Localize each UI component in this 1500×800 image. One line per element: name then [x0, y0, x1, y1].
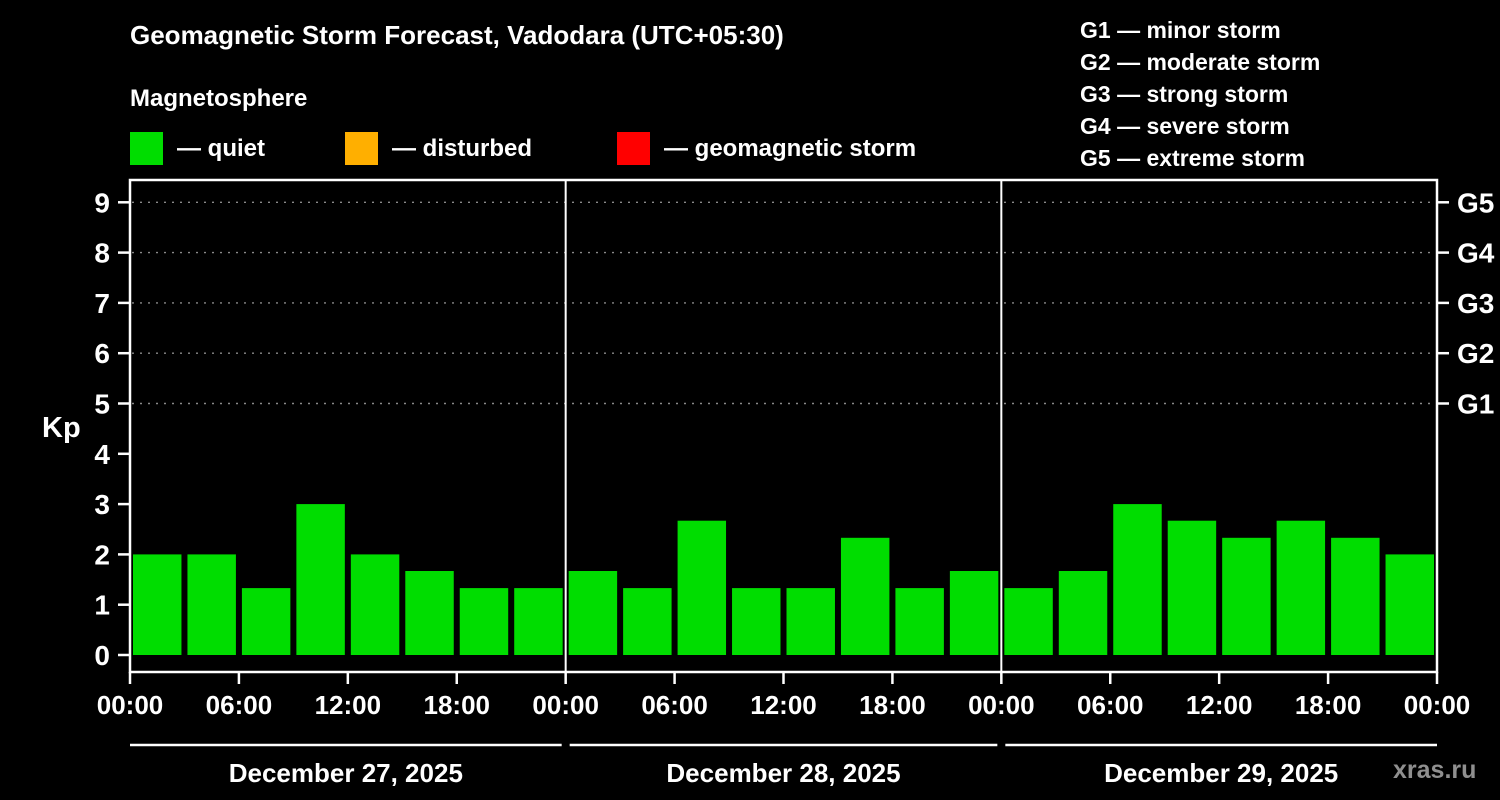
kp-bar — [786, 588, 835, 655]
y-tick-label: 6 — [94, 338, 110, 369]
y-tick-label: 7 — [94, 288, 110, 319]
x-tick-label: 12:00 — [1186, 690, 1253, 720]
date-label: December 29, 2025 — [1104, 758, 1338, 788]
g-scale-legend: G1 — minor storm G2 — moderate storm G3 … — [1080, 14, 1320, 174]
x-tick-label: 06:00 — [641, 690, 708, 720]
x-tick-label: 18:00 — [424, 690, 491, 720]
g3-legend-line: G3 — strong storm — [1080, 81, 1289, 107]
kp-bar — [895, 588, 944, 655]
kp-bar — [514, 588, 563, 655]
legend-item-quiet: — quiet — [130, 132, 265, 165]
x-tick-label: 18:00 — [1295, 690, 1362, 720]
g5-legend-line: G5 — extreme storm — [1080, 145, 1305, 171]
x-tick-label: 06:00 — [206, 690, 273, 720]
g-axis-label: G2 — [1457, 338, 1494, 369]
kp-bar — [1058, 570, 1108, 655]
g-axis-label: G5 — [1457, 187, 1494, 218]
kp-bar — [350, 554, 400, 655]
x-tick-label: 12:00 — [315, 690, 382, 720]
g2-legend-line: G2 — moderate storm — [1080, 49, 1321, 75]
kp-bar — [296, 504, 345, 655]
y-tick-label: 0 — [94, 640, 110, 671]
g-axis-label: G4 — [1457, 238, 1495, 269]
kp-bar — [187, 554, 236, 655]
legend-quiet-label: — quiet — [177, 134, 265, 162]
y-axis-title: Kp — [42, 412, 81, 444]
g1-legend-line: G1 — minor storm — [1080, 17, 1281, 43]
g-axis-label: G3 — [1457, 288, 1494, 319]
kp-bar — [1222, 537, 1271, 655]
quiet-color-swatch — [130, 132, 163, 165]
magnetosphere-label: Magnetosphere — [130, 85, 308, 112]
x-tick-label: 00:00 — [1404, 690, 1471, 720]
kp-bar — [1331, 537, 1380, 655]
x-tick-label: 18:00 — [859, 690, 926, 720]
date-label: December 27, 2025 — [229, 758, 463, 788]
y-tick-label: 1 — [94, 590, 110, 621]
kp-bar — [1167, 520, 1217, 655]
y-tick-label: 2 — [94, 539, 110, 570]
y-tick-label: 4 — [94, 439, 110, 470]
kp-bar — [568, 570, 618, 655]
xras-watermark: xras.ru — [1393, 756, 1477, 784]
kp-bar — [1276, 520, 1326, 655]
kp-bar — [133, 554, 182, 655]
kp-bar — [405, 570, 454, 655]
y-tick-label: 9 — [94, 187, 110, 218]
storm-color-swatch — [617, 132, 650, 165]
kp-bar — [1004, 588, 1053, 655]
kp-bar — [840, 537, 890, 655]
legend-item-storm: — geomagnetic storm — [617, 132, 916, 165]
page-title: Geomagnetic Storm Forecast, Vadodara (UT… — [130, 20, 784, 50]
g4-legend-line: G4 — severe storm — [1080, 113, 1290, 139]
kp-bar — [1113, 504, 1162, 655]
date-label: December 28, 2025 — [666, 758, 900, 788]
x-tick-label: 00:00 — [532, 690, 599, 720]
y-tick-label: 8 — [94, 238, 110, 269]
g-axis-label: G1 — [1457, 389, 1494, 420]
kp-bar — [623, 588, 672, 655]
legend-storm-label: — geomagnetic storm — [664, 134, 917, 162]
kp-bar — [677, 520, 727, 655]
disturbed-color-swatch — [345, 132, 378, 165]
y-tick-label: 5 — [94, 389, 110, 420]
legend-disturbed-label: — disturbed — [392, 134, 533, 162]
x-tick-label: 00:00 — [968, 690, 1035, 720]
x-tick-label: 12:00 — [750, 690, 817, 720]
legend-item-disturbed: — disturbed — [345, 132, 532, 165]
x-tick-label: 00:00 — [97, 690, 164, 720]
kp-bar — [1385, 554, 1434, 655]
kp-bar — [732, 588, 781, 655]
y-tick-label: 3 — [94, 489, 110, 520]
kp-bar — [459, 588, 509, 655]
kp-bar — [949, 570, 999, 655]
x-tick-label: 06:00 — [1077, 690, 1144, 720]
kp-bar — [241, 588, 291, 655]
